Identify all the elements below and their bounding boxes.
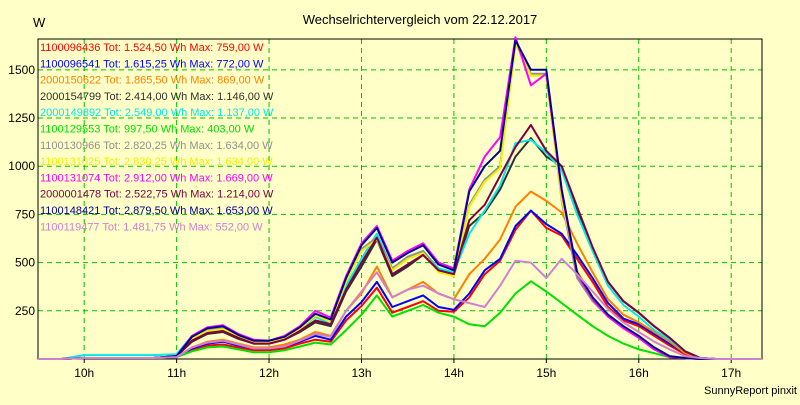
legend-entry: 1100131074 Tot: 2.912,00 Wh Max: 1.669,0…: [40, 172, 273, 184]
legend-entry: 2000150622 Tot: 1.865,50 Wh Max: 869,00 …: [40, 75, 265, 87]
x-tick-label: 14h: [444, 366, 464, 380]
x-tick-label: 13h: [351, 366, 371, 380]
y-tick-label: 250: [15, 304, 35, 318]
legend-serial: 2000154799: [40, 91, 104, 103]
series-line-2000001478: [38, 124, 762, 360]
y-tick-label: 750: [15, 207, 35, 221]
legend-stats: Tot: 1.524,50 Wh Max: 759,00 W: [103, 42, 264, 54]
x-tick-label: 15h: [536, 366, 556, 380]
y-tick-label: 1500: [8, 63, 35, 77]
legend-entry: 1100096541 Tot: 1.615,25 Wh Max: 772,00 …: [40, 58, 264, 70]
legend-entry: 1100130966 Tot: 2.820,25 Wh Max: 1.634,0…: [40, 140, 273, 152]
series-lines: [38, 36, 762, 360]
legend-stats: Tot: 2.522,75 Wh Max: 1.214,00 W: [104, 189, 274, 201]
legend-entry: 1100129553 Tot: 997,50 Wh Max: 403,00 W: [40, 124, 255, 136]
y-tick-label: 500: [15, 256, 35, 270]
legend-entry: 1100131025 Tot: 2.830,25 Wh Max: 1.634,0…: [40, 156, 273, 168]
legend-stats: Tot: 1.865,50 Wh Max: 869,00 W: [104, 75, 265, 87]
legend-entry: 2000149892 Tot: 2.549,00 Wh Max: 1.137,0…: [40, 107, 274, 119]
legend-entry: 2000154799 Tot: 2.414,00 Wh Max: 1.146,0…: [40, 91, 274, 103]
legend-entry: 2000001478 Tot: 2.522,75 Wh Max: 1.214,0…: [40, 189, 274, 201]
legend-serial: 2000001478: [40, 189, 104, 201]
legend-entry: 1100148421 Tot: 2.879,50 Wh Max: 1.653,0…: [40, 205, 273, 217]
legend-serial: 1100096541: [40, 58, 103, 70]
legend-stats: Tot: 2.549,00 Wh Max: 1.137,00 W: [104, 107, 274, 119]
series-line-1100119477: [38, 257, 762, 360]
x-tick-label: 11h: [167, 366, 186, 380]
y-tick-label: 1000: [8, 159, 35, 173]
x-tick-label: 12h: [259, 366, 279, 380]
plot-frame: [37, 38, 763, 360]
legend-stats: Tot: 2.912,00 Wh Max: 1.669,00 W: [103, 172, 273, 184]
legend-serial: 2000149892: [40, 107, 104, 119]
legend-serial: 1100131074: [40, 172, 103, 184]
legend-stats: Tot: 997,50 Wh Max: 403,00 W: [103, 124, 255, 136]
legend-stats: Tot: 2.820,25 Wh Max: 1.634,00 W: [103, 140, 273, 152]
series-line-1100096436: [38, 209, 762, 360]
legend-stats: Tot: 1.481,75 Wh Max: 552,00 W: [102, 221, 263, 233]
legend-entry: 1100096436 Tot: 1.524,50 Wh Max: 759,00 …: [40, 42, 264, 54]
legend-serial: 1100148421: [40, 205, 103, 217]
legend-serial: 1100096436: [40, 42, 103, 54]
y-tick-label: 1250: [8, 111, 35, 125]
x-tick-label: 17h: [721, 366, 741, 380]
footer-credit: SunnyReport pinxit: [704, 385, 797, 397]
axes: 250 500 750 1000 1250 1500 10h 11h 12h 13h 14h 15h 1…: [8, 38, 763, 380]
legend-serial: 1100131025: [40, 156, 103, 168]
legend-serial: 1100130966: [40, 140, 103, 152]
x-tick-label: 10h: [74, 366, 94, 380]
legend-entry: 1100119477 Tot: 1.481,75 Wh Max: 552,00 …: [40, 221, 263, 233]
legend-serial: 2000150622: [40, 75, 104, 87]
legend-serial: 1100119477: [40, 221, 102, 233]
series-line-1100148421: [38, 39, 762, 360]
series-line-1100129553: [38, 280, 762, 360]
chart-title: Wechselrichtervergleich vom 22.12.2017: [303, 12, 538, 27]
legend-stats: Tot: 2.414,00 Wh Max: 1.146,00 W: [104, 91, 274, 103]
legend-stats: Tot: 2.830,25 Wh Max: 1.634,00 W: [103, 156, 273, 168]
x-tick-label: 16h: [629, 366, 649, 380]
legend-stats: Tot: 2.879,50 Wh Max: 1.653,00 W: [103, 205, 273, 217]
y-unit-label: W: [33, 15, 46, 30]
legend-serial: 1100129553: [40, 124, 103, 136]
legend: 1100096436 Tot: 1.524,50 Wh Max: 759,00 …: [40, 42, 274, 233]
legend-stats: Tot: 1.615,25 Wh Max: 772,00 W: [103, 58, 264, 70]
